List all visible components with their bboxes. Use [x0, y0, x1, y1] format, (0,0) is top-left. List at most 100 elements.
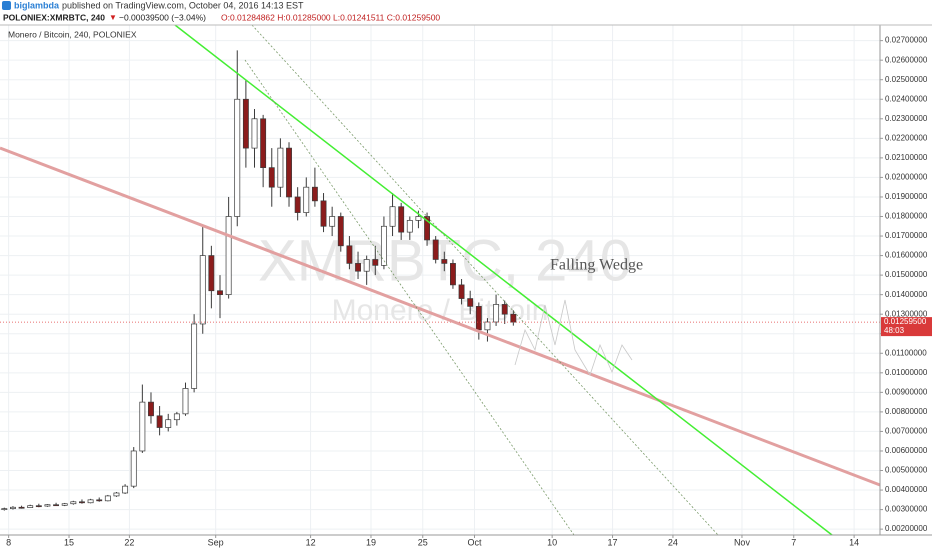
candle-body: [260, 118, 267, 168]
y-tick-label: 0.01500000: [885, 270, 928, 279]
channel-line: [251, 24, 719, 536]
y-tick-label: 0.02400000: [885, 94, 928, 103]
chart-label: Monero / Bitcoin, 240, POLONIEX: [8, 29, 137, 39]
candle-body: [165, 419, 172, 428]
y-tick-label: 0.01800000: [885, 212, 928, 221]
y-tick-label: 0.00300000: [885, 505, 928, 514]
candle-body: [286, 147, 292, 198]
candle-body: [372, 259, 379, 266]
price-axis: [880, 25, 932, 550]
y-tick-label: 0.00400000: [885, 485, 928, 494]
symbol: POLONIEX:XMRBTC, 240: [3, 12, 105, 22]
candle-body: [96, 499, 103, 502]
candle-body: [277, 147, 284, 188]
annotation: Falling Wedge: [550, 257, 643, 274]
candle-body: [329, 216, 336, 227]
y-tick-label: 0.02200000: [885, 133, 928, 142]
y-tick-label: 0.00500000: [885, 466, 928, 475]
candle-body: [87, 499, 94, 504]
candle-body: [18, 506, 25, 509]
y-tick-label: 0.02100000: [885, 153, 928, 162]
candle-body: [44, 504, 51, 507]
y-tick-label: 0.00600000: [885, 446, 928, 455]
grid: [0, 25, 880, 535]
x-tick-label: Oct: [468, 537, 483, 547]
logo: [2, 1, 11, 10]
candle-body: [53, 504, 60, 507]
published: published on TradingView.com, October 04…: [62, 0, 304, 10]
candle-body: [294, 196, 301, 213]
candle-body: [122, 485, 129, 494]
candle-body: [415, 216, 422, 221]
ohlc: O:0.01284862 H:0.01285000 L:0.01241511 C…: [221, 12, 440, 22]
x-tick-label: 22: [124, 537, 134, 547]
change: −0.00039500 (−3.04%): [119, 12, 206, 22]
support-line: [0, 146, 881, 487]
candle-body: [389, 206, 396, 227]
candle-body: [225, 216, 232, 296]
y-tick-label: 0.00800000: [885, 407, 928, 416]
y-tick-label: 0.01400000: [885, 290, 928, 299]
candle-body: [493, 304, 500, 323]
y-tick-label: 0.00200000: [885, 524, 928, 533]
candle-body: [441, 259, 448, 264]
y-tick-label: 0.02000000: [885, 173, 928, 182]
y-tick-label: 0.02700000: [885, 36, 928, 45]
candle-body: [217, 290, 223, 296]
candle-body: [311, 186, 318, 202]
candle-body: [432, 239, 439, 260]
candle-body: [113, 492, 120, 497]
candle-body: [467, 298, 474, 307]
last-price-tag: [881, 317, 932, 337]
candle-body: [156, 415, 163, 428]
x-tick-label: 24: [668, 537, 678, 547]
candle-body: [251, 118, 258, 149]
candle-body: [501, 304, 508, 315]
y-tick-label: 0.00700000: [885, 427, 928, 436]
y-tick-label: 0.01700000: [885, 231, 928, 240]
candle-body: [148, 401, 154, 417]
y-tick-label: 0.01000000: [885, 368, 928, 377]
x-tick-label: 12: [306, 537, 316, 547]
candle-body: [208, 255, 215, 292]
candle-body: [424, 216, 430, 241]
x-tick-label: 8: [6, 537, 11, 547]
candle-body: [182, 388, 189, 415]
candle-body: [130, 450, 137, 487]
y-tick-label: 0.00900000: [885, 387, 928, 396]
candle-body: [199, 255, 206, 325]
candle-body: [450, 263, 456, 286]
x-tick-label: 14: [849, 537, 859, 547]
x-tick-label: 17: [608, 537, 618, 547]
candle-body: [70, 501, 77, 505]
candle-body: [303, 186, 310, 213]
candle-body: [458, 284, 465, 299]
last-price-label: 0.01259500: [884, 317, 927, 326]
candles: [0, 50, 880, 511]
candle-body: [337, 216, 344, 247]
y-tick-label: 0.01900000: [885, 192, 928, 201]
axes: 0.00200000 0.00300000 0.00400000 0.00500000…: [6, 36, 932, 547]
y-tick-label: 0.02300000: [885, 114, 928, 123]
candle-body: [104, 495, 111, 502]
y-tick-label: 0.02500000: [885, 75, 928, 84]
user[interactable]: biglambda: [14, 0, 60, 10]
x-tick-label: 19: [366, 537, 376, 547]
candle-body: [35, 505, 42, 508]
candle-body: [1, 508, 8, 510]
candle-body: [27, 505, 34, 508]
candle-body: [346, 245, 353, 264]
candle-body: [10, 506, 16, 509]
x-tick-label: Nov: [734, 537, 751, 547]
candle-body: [475, 306, 482, 331]
x-tick-label: Sep: [208, 537, 224, 547]
x-tick-label: 7: [791, 537, 796, 547]
x-tick-label: 10: [547, 537, 557, 547]
x-tick-label: 15: [64, 537, 74, 547]
candle-body: [484, 321, 491, 331]
y-tick-label: 0.02600000: [885, 55, 928, 64]
candle-body: [191, 323, 198, 389]
y-tick-label: 0.01600000: [885, 251, 928, 260]
